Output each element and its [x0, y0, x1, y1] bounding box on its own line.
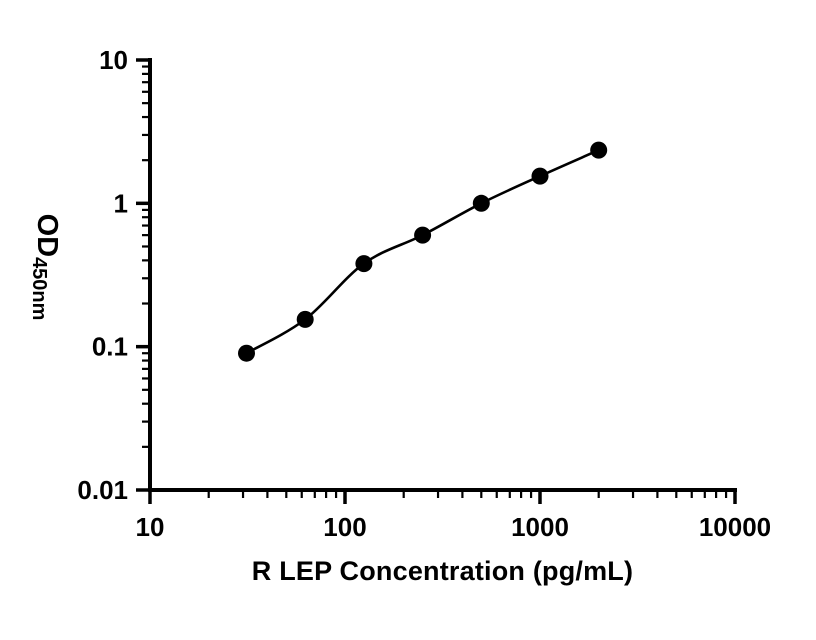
y-tick-label: 0.1: [92, 332, 128, 362]
y-tick-label: 1: [114, 188, 128, 218]
y-axis-title: OD450nm: [27, 172, 67, 362]
x-tick-label: 1000: [511, 512, 569, 542]
x-axis-title: R LEP Concentration (pg/mL): [251, 556, 634, 586]
y-tick-label: 0.01: [77, 475, 128, 505]
data-point-marker: [238, 344, 255, 362]
data-point-marker: [296, 310, 314, 328]
data-point-marker: [590, 141, 608, 159]
data-point-marker: [531, 167, 549, 185]
y-tick-label: 10: [99, 45, 128, 75]
data-point-marker: [355, 255, 373, 273]
x-tick-label: 10000: [699, 512, 771, 542]
data-point-marker: [414, 226, 432, 244]
y-axis-title-subscript: 450nm: [28, 257, 50, 321]
axis-spines: [148, 58, 737, 492]
y-axis-title-main: OD: [31, 213, 63, 258]
data-point-marker: [472, 194, 490, 212]
x-tick-label: 10: [136, 512, 165, 542]
x-tick-label: 100: [323, 512, 366, 542]
